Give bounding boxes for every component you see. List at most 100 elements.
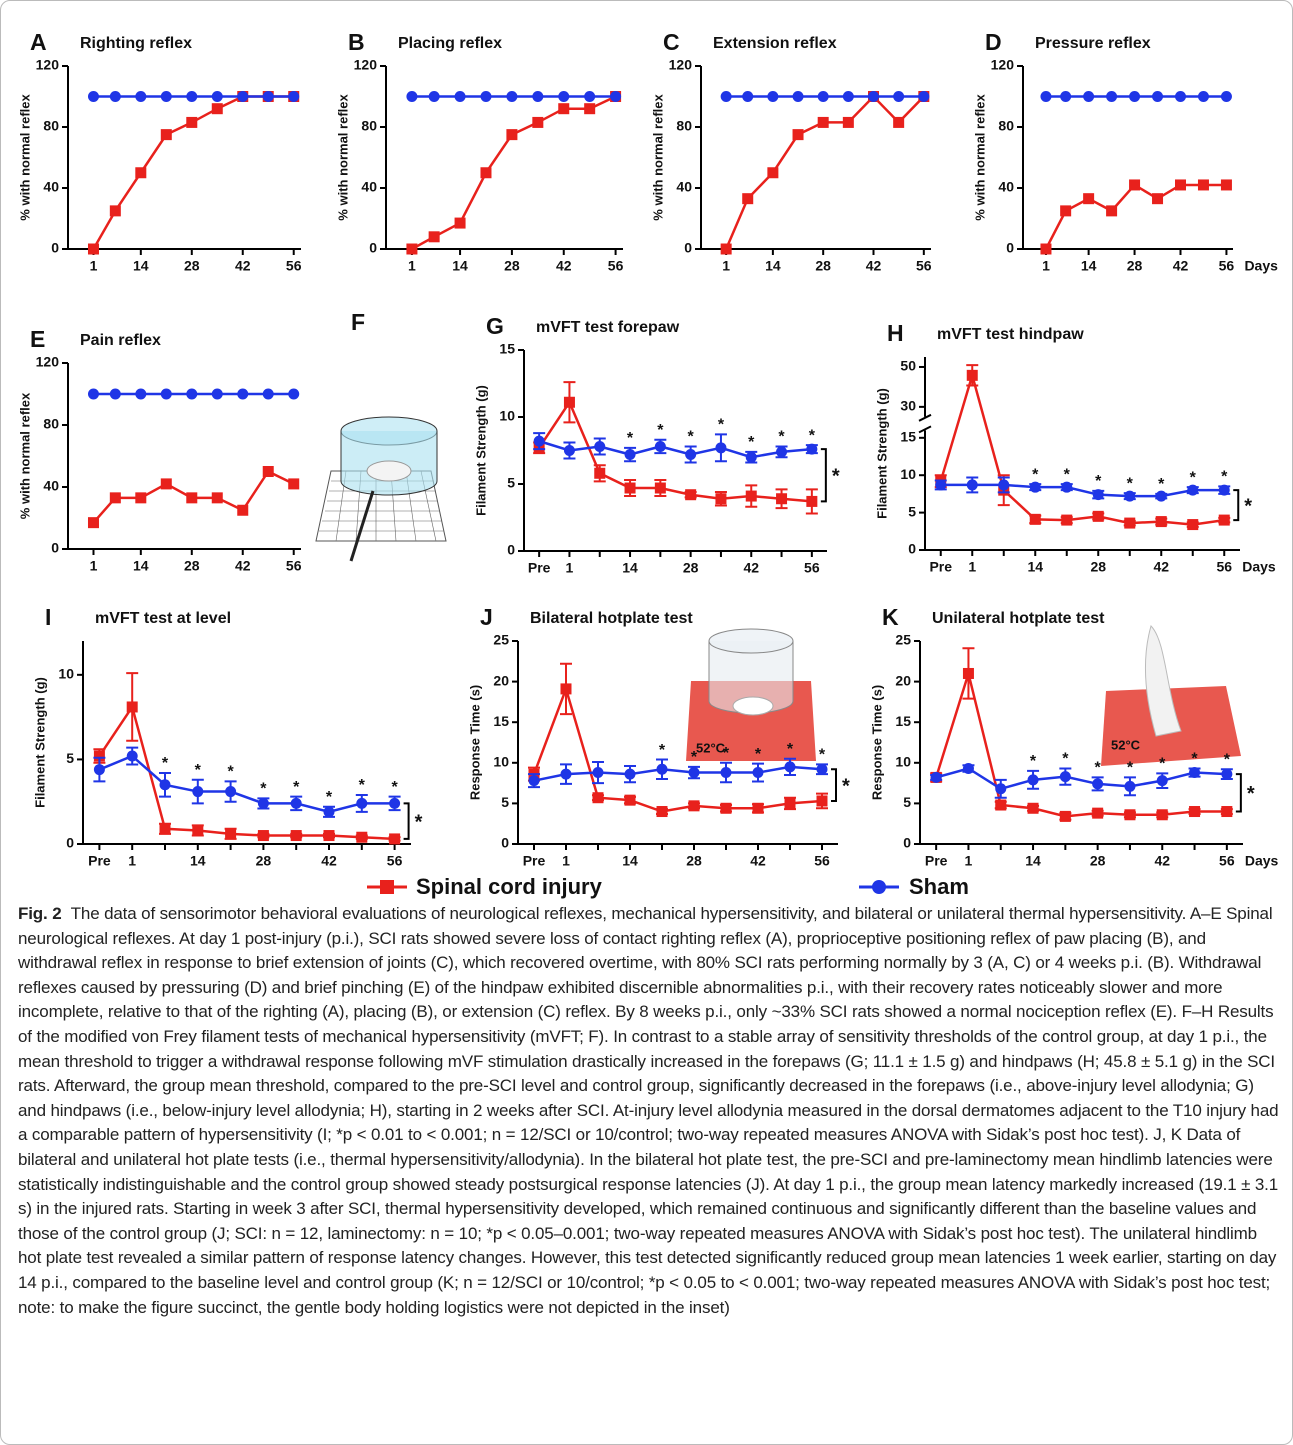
data-point	[624, 482, 636, 494]
chart-title: mVFT test at level	[95, 610, 231, 627]
x-tick-label: 56	[286, 558, 302, 574]
significance-star: *	[842, 775, 850, 797]
data-point	[806, 495, 818, 507]
caption-text: The data of sensorimotor behavioral eval…	[18, 904, 1279, 1317]
data-point	[720, 243, 732, 255]
data-point	[1152, 193, 1164, 205]
data-point	[918, 91, 930, 102]
y-tick-label: 80	[43, 118, 59, 134]
y-tick-label: 15	[499, 341, 515, 357]
axis-break	[918, 425, 932, 434]
data-point	[995, 783, 1007, 795]
x-tick-label: Pre	[88, 853, 111, 869]
data-point	[1197, 179, 1209, 191]
y-tick-label: 120	[669, 57, 693, 73]
x-tick-label: 42	[556, 258, 572, 274]
significance-star: *	[778, 429, 785, 446]
x-tick-label: 56	[916, 258, 932, 274]
x-tick-label: 28	[184, 258, 200, 274]
x-tick-label: 28	[1090, 853, 1106, 869]
data-point	[685, 449, 697, 461]
x-tick-label: 42	[235, 258, 251, 274]
series-line	[98, 754, 395, 814]
x-tick-label: 14	[1027, 559, 1043, 575]
y-tick-label: 120	[991, 57, 1015, 73]
x-tick-label: 42	[1173, 258, 1189, 274]
significance-star: *	[718, 417, 725, 434]
data-point	[1197, 91, 1209, 102]
data-point	[237, 388, 249, 400]
series-line	[98, 703, 395, 841]
x-tick-label: 1	[408, 258, 416, 274]
data-point	[792, 129, 804, 141]
significance-star: *	[688, 429, 695, 446]
y-tick-label: 10	[499, 408, 515, 424]
significance-star: *	[1062, 751, 1069, 768]
x-tick-label: 14	[190, 853, 206, 869]
data-point	[211, 388, 223, 400]
significance-star: *	[1127, 475, 1134, 492]
series-line	[538, 399, 812, 503]
illustration-j	[686, 628, 816, 761]
data-point	[160, 478, 172, 490]
data-point	[962, 667, 974, 679]
y-tick-label: 0	[51, 540, 59, 556]
data-point	[211, 492, 223, 504]
data-point	[532, 116, 544, 128]
significance-star: *	[1064, 466, 1071, 483]
data-point	[742, 193, 754, 205]
y-tick-label: 50	[900, 358, 916, 374]
x-tick-label: 42	[750, 853, 766, 869]
x-tick-label: 42	[1154, 853, 1170, 869]
data-point	[192, 786, 204, 798]
chart-title: Pain reflex	[80, 332, 161, 349]
data-point	[720, 767, 732, 779]
data-point	[262, 466, 274, 477]
data-point	[594, 467, 606, 479]
significance-bracket	[1233, 489, 1240, 522]
data-point	[1156, 775, 1168, 787]
panel-letter: E	[30, 326, 45, 352]
data-point	[135, 492, 147, 504]
data-point	[1189, 806, 1201, 818]
x-unit-label: Days	[1244, 258, 1278, 274]
data-point	[1106, 205, 1118, 217]
y-axis-label: Filament Strength (g)	[473, 385, 488, 516]
data-point	[428, 91, 440, 102]
data-point	[1129, 91, 1141, 102]
data-point	[816, 763, 828, 775]
data-point	[715, 442, 727, 454]
y-axis-label: Response Time (s)	[467, 685, 482, 800]
data-point	[192, 824, 204, 836]
data-point	[560, 683, 572, 695]
data-point	[1129, 179, 1141, 191]
data-point	[1060, 91, 1072, 102]
data-point	[454, 91, 466, 102]
data-point	[186, 492, 198, 504]
y-axis-label: % with normal reflex	[650, 94, 665, 221]
series-line	[935, 767, 1227, 791]
data-point	[454, 217, 466, 229]
panel-letter: B	[348, 29, 365, 55]
data-point	[257, 830, 269, 842]
y-tick-label: 40	[361, 179, 377, 195]
data-point	[1155, 516, 1167, 528]
data-point	[868, 91, 879, 102]
y-tick-label: 0	[908, 541, 916, 557]
x-tick-label: 1	[90, 258, 98, 274]
data-point	[323, 830, 335, 842]
y-tick-label: 10	[895, 754, 911, 770]
data-point	[480, 91, 492, 102]
data-point	[776, 446, 788, 458]
x-tick-label: 56	[1216, 559, 1232, 575]
panel-letter: D	[985, 29, 1002, 55]
y-tick-label: 10	[900, 466, 916, 482]
x-tick-label: 42	[235, 558, 251, 574]
data-point	[688, 767, 700, 779]
significance-bracket	[831, 768, 837, 802]
y-tick-label: 0	[51, 240, 59, 256]
data-point	[1124, 809, 1136, 821]
y-tick-label: 80	[43, 416, 59, 432]
x-tick-label: 1	[722, 258, 730, 274]
